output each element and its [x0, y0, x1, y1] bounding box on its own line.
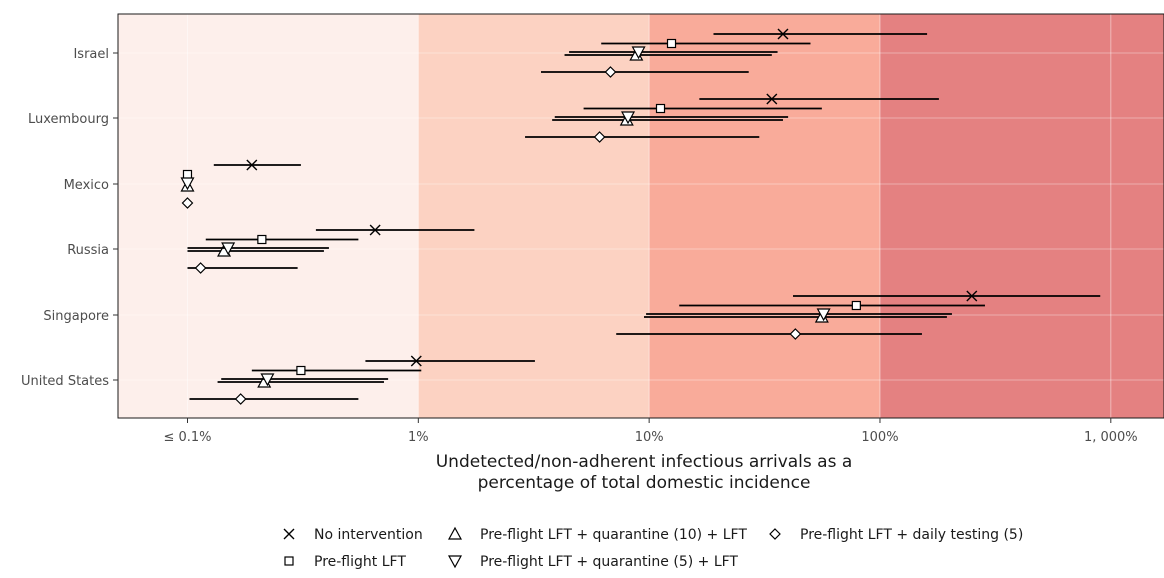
legend: No intervention Pre-flight LFT Pre-flight …: [283, 526, 1023, 570]
y-tick-label-russia: Russia: [67, 243, 109, 258]
interval-russia-s3: [187, 242, 329, 256]
y-tick-label-united-states: United States: [21, 374, 109, 389]
legend-item-3: Pre-flight LFT + quarantine (10) + LFT: [447, 526, 747, 543]
interval-marker: [180, 177, 195, 191]
legend-item-5: Pre-flight LFT + daily testing (5): [769, 527, 1023, 543]
interval-russia-s0: [315, 224, 475, 236]
legend-label: No intervention: [314, 527, 423, 543]
interval-marker: [234, 393, 247, 405]
interval-mexico-s0: [213, 159, 301, 171]
y-tick-label-israel: Israel: [73, 47, 109, 62]
background-band-2: [418, 14, 650, 418]
interval-russia-s1: [205, 234, 359, 245]
interval-mexico-s4: [181, 197, 194, 209]
background-bands: [118, 14, 1164, 418]
interval-luxembourg-s0: [699, 93, 939, 105]
legend-key-x: [283, 528, 295, 540]
interval-singapore-s4: [616, 328, 922, 340]
background-band-1: [118, 14, 419, 418]
plot-border: [117, 13, 1164, 419]
interval-marker: [621, 111, 636, 125]
background-band-4: [879, 14, 1164, 418]
interval-marker: [257, 234, 267, 245]
interval-marker: [766, 93, 778, 105]
interval-united-states-s1: [251, 365, 422, 376]
interval-mexico-s1: [182, 169, 193, 180]
interval-russia-s4: [187, 262, 298, 274]
interval-united-states-s3: [221, 373, 389, 387]
x-axis-title-line-2: percentage of total domestic incidence: [478, 473, 811, 493]
y-tick-label-luxembourg: Luxembourg: [28, 112, 109, 127]
interval-luxembourg-s1: [583, 103, 822, 114]
interval-singapore-s0: [793, 290, 1101, 302]
background-band-3: [649, 14, 880, 418]
interval-singapore-s1: [679, 300, 985, 311]
legend-key-diamond: [769, 528, 781, 540]
legend-label: Pre-flight LFT + quarantine (10) + LFT: [480, 527, 747, 543]
x-tick-label-1: ≤ 0.1%: [163, 430, 211, 445]
interval-marker: [777, 28, 789, 40]
legend-item-2: Pre-flight LFT: [284, 554, 406, 570]
legend-label: Pre-flight LFT: [314, 554, 406, 570]
legend-key-triangle-up: [447, 526, 463, 540]
legend-item-4: Pre-flight LFT + quarantine (5) + LFT: [447, 554, 738, 570]
interval-marker: [260, 373, 275, 387]
x-tick-label-5: 1, 000%: [1084, 430, 1138, 445]
legend-label: Pre-flight LFT + daily testing (5): [800, 527, 1023, 543]
interval-luxembourg-s4: [525, 131, 760, 143]
axes: ≤ 0.1% 1% 10% 100% 1, 000% Israel Luxembourg Me…: [21, 13, 1164, 445]
interval-mexico-s3: [180, 177, 195, 191]
interval-marker: [194, 262, 207, 274]
x-tick-label-2: 1%: [408, 430, 429, 445]
interval-marker: [221, 242, 236, 256]
interval-marker: [631, 46, 646, 60]
interval-israel-s0: [713, 28, 928, 40]
interval-marker: [604, 66, 617, 78]
interval-marker: [789, 328, 802, 340]
interval-israel-s3: [569, 46, 778, 60]
interval-marker: [655, 103, 666, 114]
x-tick-label-3: 10%: [635, 430, 664, 445]
interval-marker: [410, 355, 422, 367]
interval-united-states-s0: [365, 355, 535, 367]
interval-marker: [816, 308, 831, 322]
interval-marker: [182, 169, 193, 180]
interval-marker: [851, 300, 861, 311]
legend-key-square: [284, 556, 294, 566]
interval-united-states-s4: [189, 393, 359, 405]
interval-luxembourg-s3: [554, 111, 789, 125]
interval-marker: [296, 365, 306, 376]
interval-marker: [369, 224, 381, 236]
legend-key-triangle-down: [447, 555, 463, 569]
interval-israel-s4: [540, 66, 749, 78]
interval-marker: [181, 197, 194, 209]
interval-marker: [966, 290, 978, 302]
x-axis-title-line-1: Undetected/non-adherent infectious arriv…: [436, 452, 853, 472]
interval-marker: [593, 131, 606, 143]
interval-israel-s1: [601, 38, 811, 49]
y-tick-label-mexico: Mexico: [64, 178, 109, 193]
y-tick-label-singapore: Singapore: [43, 309, 109, 324]
interval-singapore-s3: [646, 308, 952, 322]
interval-marks: [180, 28, 1101, 405]
interval-marker: [246, 159, 258, 171]
legend-label: Pre-flight LFT + quarantine (5) + LFT: [480, 554, 738, 570]
x-tick-label-4: 100%: [861, 430, 898, 445]
interval-marker: [666, 38, 677, 49]
legend-item-1: No intervention: [283, 527, 423, 543]
